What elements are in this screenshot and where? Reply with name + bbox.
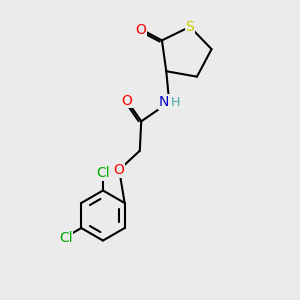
Text: O: O bbox=[136, 23, 146, 37]
Text: Cl: Cl bbox=[59, 231, 73, 245]
Text: H: H bbox=[171, 96, 180, 109]
Text: S: S bbox=[186, 20, 194, 34]
Text: Cl: Cl bbox=[96, 166, 110, 180]
Text: O: O bbox=[121, 94, 132, 108]
Text: O: O bbox=[114, 163, 124, 177]
Text: N: N bbox=[159, 95, 169, 109]
